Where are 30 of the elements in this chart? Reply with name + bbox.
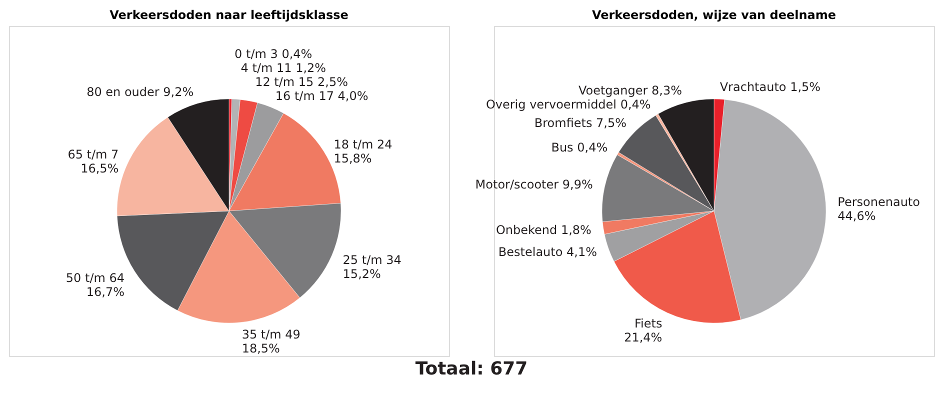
text: Totaal: 677 (415, 358, 528, 380)
slice-label: 65 t/m 7 (68, 147, 119, 162)
slice-label: 35 t/m 49 (242, 327, 300, 342)
slice-label: Bestelauto 4,1% (498, 245, 598, 260)
data-label: 18,5% (242, 341, 280, 356)
slice-label: Bus 0,4% (551, 140, 608, 154)
slice-label: 4 t/m 11 1,2% (240, 60, 326, 75)
slice-label: Personenauto (838, 194, 920, 209)
slice-label: Bromfiets 7,5% (534, 116, 627, 130)
data-label: 16,5% (80, 161, 119, 176)
slice-label: 50 t/m 64 (66, 270, 125, 285)
slice-label: Motor/scooter 9,9% (475, 177, 593, 192)
slice-label: 18 t/m 24 (334, 138, 392, 152)
chart-title: Verkeersdoden, wijze van deelname (592, 8, 836, 22)
data-label: 15,2% (342, 267, 381, 282)
slice-label: 0 t/m 3 0,4% (234, 46, 312, 61)
slice-label: 80 en ouder 9,2% (86, 85, 194, 100)
data-label: 21,4% (624, 330, 662, 345)
slice-label: Fiets (634, 316, 662, 331)
slice-label: Voetganger 8,3% (578, 83, 682, 98)
slice-label: Onbekend 1,8% (496, 222, 592, 237)
slice-label: 25 t/m 34 (342, 253, 402, 268)
slice-label: Overig vervoermiddel 0,4% (486, 97, 651, 112)
chart-title: Verkeersdoden naar leeftijdsklasse (110, 8, 348, 22)
data-label: 15,8% (334, 152, 372, 166)
slice-label: Vrachtauto 1,5% (720, 80, 821, 94)
slice-label: 12 t/m 15 2,5% (255, 74, 348, 89)
data-label: 16,7% (86, 284, 125, 299)
slice-label: 16 t/m 17 4,0% (275, 88, 368, 103)
data-label: 44,6% (838, 208, 876, 223)
